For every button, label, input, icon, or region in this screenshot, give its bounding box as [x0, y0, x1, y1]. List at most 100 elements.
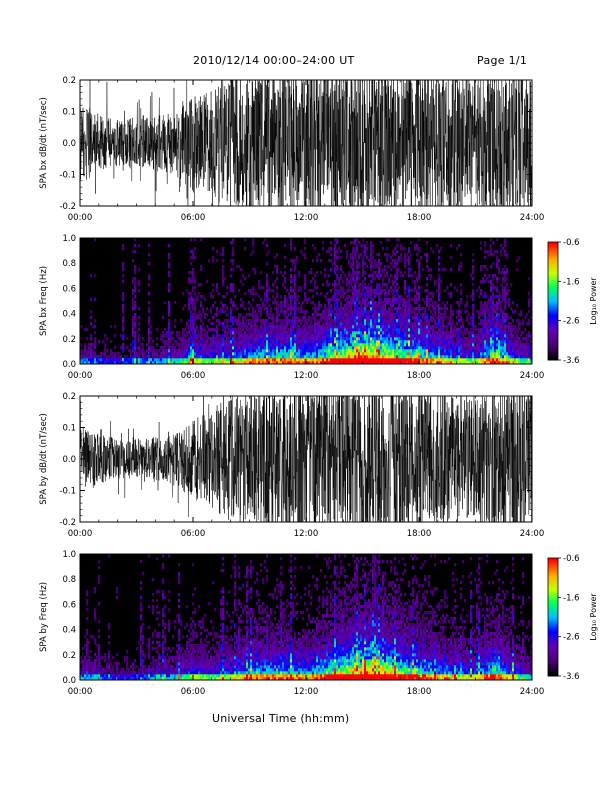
spectrogram-cell: [528, 301, 531, 305]
spectrogram-cell: [336, 256, 339, 260]
spectrogram-cell: [398, 310, 401, 314]
spectrogram-cell: [226, 292, 229, 296]
spectrogram-cell: [112, 358, 115, 362]
spectrogram-cell: [194, 340, 197, 344]
spectrogram-cell: [166, 358, 169, 362]
spectrogram-cell: [308, 289, 311, 293]
spectrogram-cell: [298, 352, 301, 356]
spectrogram-cell: [146, 355, 149, 359]
spectrogram-cell: [348, 304, 351, 308]
spectrogram-cell: [306, 343, 309, 347]
spectrogram-cell: [90, 674, 93, 678]
spectrogram-cell: [380, 328, 383, 332]
spectrogram-cell: [426, 277, 429, 281]
y-axis-label: SPA by dB/dt (nT/sec): [39, 413, 49, 505]
spectrogram-cell: [492, 334, 495, 338]
spectrogram-cell: [334, 238, 337, 242]
spectrogram-cell: [364, 250, 367, 254]
spectrogram-cell: [310, 268, 313, 272]
spectrogram-cell: [148, 328, 151, 332]
spectrogram-cell: [378, 349, 381, 353]
spectrogram-cell: [160, 346, 163, 350]
colorbar-swatch: [548, 328, 558, 331]
spectrogram-cell: [430, 298, 433, 302]
spectrogram-cell: [418, 259, 421, 263]
spectrogram-cell: [148, 301, 151, 305]
spectrogram-cell: [398, 322, 401, 326]
spectrogram-cell: [300, 304, 303, 308]
spectrogram-cell: [180, 340, 183, 344]
spectrogram-cell: [314, 310, 317, 314]
spectrogram-cell: [504, 292, 507, 296]
spectrogram-cell: [350, 274, 353, 278]
spectrogram-cell: [480, 313, 483, 317]
spectrogram-cell: [342, 313, 345, 317]
spectrogram-cell: [260, 310, 263, 314]
spectrogram-cell: [476, 358, 479, 362]
spectrogram-cell: [426, 325, 429, 329]
spectrogram-cell: [222, 259, 225, 263]
spectrogram-cell: [348, 259, 351, 263]
spectrogram-cell: [488, 253, 491, 257]
spectrogram-cell: [86, 674, 89, 678]
spectrogram-cell: [282, 358, 285, 362]
spectrogram-cell: [330, 331, 333, 335]
spectrogram-cell: [400, 295, 403, 299]
spectrogram-cell: [274, 280, 277, 284]
y-tick-label: 0.6: [62, 284, 76, 294]
spectrogram-cell: [264, 238, 267, 242]
spectrogram-cell: [338, 325, 341, 329]
spectrogram-cell: [378, 265, 381, 269]
spectrogram-cell: [336, 319, 339, 323]
spectrogram-cell: [134, 250, 137, 254]
spectrogram-cell: [342, 355, 345, 359]
spectrogram-cell: [374, 322, 377, 326]
spectrogram-cell: [384, 322, 387, 326]
spectrogram-cell: [330, 337, 333, 341]
spectrogram-cell: [502, 322, 505, 326]
spectrogram-cell: [416, 325, 419, 329]
spectrogram-cell: [276, 349, 279, 353]
spectrogram-cell: [222, 328, 225, 332]
spectrogram-cell: [366, 292, 369, 296]
spectrogram-cell: [202, 346, 205, 350]
spectrogram-cell: [266, 334, 269, 338]
spectrogram-cell: [442, 313, 445, 317]
spectrogram-cell: [482, 349, 485, 353]
spectrogram-cell: [404, 331, 407, 335]
spectrogram-cell: [362, 361, 365, 365]
spectrogram-cell: [400, 256, 403, 260]
spectrogram-cell: [346, 283, 349, 287]
spectrogram-cell: [312, 361, 315, 365]
spectrogram-cell: [496, 307, 499, 311]
spectrogram-cell: [364, 334, 367, 338]
spectrogram-cell: [396, 337, 399, 341]
spectrogram-cell: [376, 355, 379, 359]
spectrogram-cell: [294, 247, 297, 251]
spectrogram-cell: [462, 325, 465, 329]
spectrogram-cell: [374, 307, 377, 311]
spectrogram-cell: [268, 286, 271, 290]
spectrogram-cell: [500, 358, 503, 362]
spectrogram-cell: [194, 334, 197, 338]
spectrogram-cell: [318, 319, 321, 323]
spectrogram-cell: [326, 346, 329, 350]
spectrogram-cell: [408, 301, 411, 305]
spectrogram-cell: [230, 340, 233, 344]
colorbar-swatch: [548, 257, 558, 261]
spectrogram-cell: [400, 322, 403, 326]
colorbar-swatch: [548, 316, 558, 320]
spectrogram-cell: [256, 352, 259, 356]
spectrogram-cell: [212, 340, 215, 344]
spectrogram-cell: [192, 250, 195, 254]
spectrogram-cell: [506, 292, 509, 296]
spectrogram-cell: [420, 322, 423, 326]
spectrogram-cell: [178, 337, 181, 341]
spectrogram-cell: [356, 310, 359, 314]
spectrogram-cell: [298, 325, 301, 329]
colorbar-swatch: [548, 348, 558, 351]
spectrogram-cell: [408, 328, 411, 332]
spectrogram-cell: [396, 292, 399, 296]
spectrogram-cell: [368, 361, 371, 365]
spectrogram-cell: [378, 277, 381, 281]
